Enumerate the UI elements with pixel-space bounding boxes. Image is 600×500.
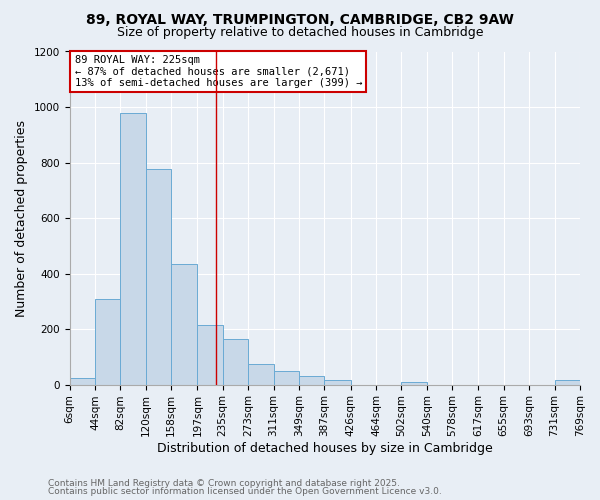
Bar [121,112,146,384]
Bar [325,380,350,384]
Bar [70,378,95,384]
Bar [401,382,427,384]
Text: 89 ROYAL WAY: 225sqm
← 87% of detached houses are smaller (2,671)
13% of semi-de: 89 ROYAL WAY: 225sqm ← 87% of detached h… [74,55,362,88]
Text: Contains HM Land Registry data © Crown copyright and database right 2025.: Contains HM Land Registry data © Crown c… [48,478,400,488]
Bar [248,364,274,384]
Bar [95,298,121,384]
Bar [299,376,325,384]
Bar [171,264,197,384]
Bar [197,325,223,384]
Bar [274,370,299,384]
Text: 89, ROYAL WAY, TRUMPINGTON, CAMBRIDGE, CB2 9AW: 89, ROYAL WAY, TRUMPINGTON, CAMBRIDGE, C… [86,12,514,26]
Text: Size of property relative to detached houses in Cambridge: Size of property relative to detached ho… [117,26,483,39]
Bar [554,380,580,384]
Bar [146,170,171,384]
X-axis label: Distribution of detached houses by size in Cambridge: Distribution of detached houses by size … [157,442,493,455]
Y-axis label: Number of detached properties: Number of detached properties [15,120,28,316]
Text: Contains public sector information licensed under the Open Government Licence v3: Contains public sector information licen… [48,487,442,496]
Bar [223,339,248,384]
